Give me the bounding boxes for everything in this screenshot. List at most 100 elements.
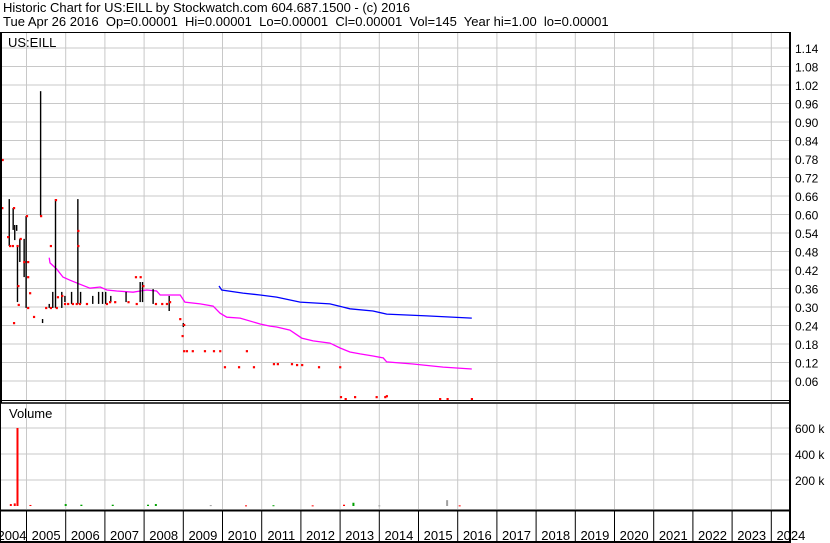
price-tick-label: 0.06 (795, 375, 819, 389)
price-tick-label: 0.72 (795, 172, 819, 186)
close-point (78, 302, 82, 306)
close-point (272, 363, 276, 366)
volume-bar (111, 504, 114, 506)
close-point (23, 260, 26, 264)
close-point (127, 301, 130, 304)
close-point (439, 398, 442, 401)
volume-bar (29, 504, 32, 506)
price-tick-label: 0.54 (795, 227, 819, 241)
close-point (17, 303, 20, 307)
close-point (135, 302, 138, 306)
volume-bar (245, 505, 248, 507)
symbol-label: US:EILL (8, 35, 56, 50)
year-tick-label: 2022 (698, 528, 727, 543)
year-tick-label: 2019 (580, 528, 609, 543)
price-tick-label: 0.36 (795, 283, 819, 297)
year-tick-label: 2016 (463, 528, 492, 543)
close-point (1, 207, 4, 210)
year-tick-label: 2021 (659, 528, 688, 543)
close-point (219, 350, 222, 353)
close-point (29, 292, 32, 295)
close-point (183, 350, 186, 353)
price-tick-label: 1.14 (795, 42, 819, 56)
price-tick-label: 0.24 (795, 320, 819, 334)
volume-bar (147, 504, 150, 506)
gridlines (0, 33, 790, 543)
close-point (185, 350, 189, 353)
price-tick-label: 1.02 (795, 79, 819, 93)
moving-averages (48, 257, 472, 370)
year-tick-label: 2004 (0, 528, 26, 543)
close-point (25, 215, 29, 218)
close-point (55, 306, 58, 310)
close-point (45, 306, 48, 310)
close-point (142, 285, 145, 288)
volume-bar (64, 504, 67, 506)
close-point (71, 302, 74, 306)
close-point (183, 323, 186, 327)
volume-bar (378, 505, 381, 507)
close-point (385, 395, 388, 398)
year-tick-label: 2006 (71, 528, 100, 543)
long-moving-average-line (218, 285, 472, 319)
close-point (290, 363, 294, 366)
close-point (344, 398, 347, 401)
close-point (27, 260, 30, 264)
close-point (179, 318, 182, 321)
chart-title: Historic Chart for US:EILL by Stockwatch… (3, 0, 411, 15)
volume-bar (9, 504, 12, 506)
close-point (114, 301, 117, 304)
close-point (77, 244, 80, 248)
close-point (470, 398, 474, 401)
volume-bar (458, 505, 461, 507)
close-point (353, 396, 357, 399)
close-point (1, 158, 4, 162)
close-point (181, 334, 184, 338)
volume-bar (352, 502, 355, 506)
close-point (77, 229, 80, 233)
close-point (212, 350, 216, 353)
volume-tick-label: 600 k (795, 422, 825, 436)
year-tick-label: 2005 (32, 528, 61, 543)
close-point (75, 302, 78, 306)
year-tick-label: 2020 (620, 528, 649, 543)
volume-bar (16, 428, 19, 506)
price-tick-label: 0.48 (795, 246, 819, 260)
close-point (161, 302, 164, 306)
close-point (203, 350, 207, 353)
price-tick-label: 0.30 (795, 301, 819, 315)
left-edge (0, 33, 2, 403)
volume-bars (9, 428, 461, 507)
volume-bar (80, 504, 83, 506)
close-point (54, 199, 58, 202)
close-point (56, 296, 60, 299)
close-point (252, 366, 256, 369)
close-point (237, 366, 241, 369)
price-tick-label: 1.08 (795, 61, 819, 75)
close-point (165, 302, 169, 306)
volume-tick-label: 200 k (795, 474, 825, 488)
short-moving-average-line (48, 257, 472, 370)
year-tick-label: 2017 (502, 528, 531, 543)
close-point (245, 350, 249, 353)
close-point (134, 276, 138, 279)
year-tick-label: 2007 (110, 528, 139, 543)
price-tick-label: 0.96 (795, 98, 819, 112)
price-tick-label: 0.90 (795, 116, 819, 130)
price-tick-label: 0.66 (795, 190, 819, 204)
volume-bar (154, 504, 157, 506)
price-tick-label: 0.78 (795, 153, 819, 167)
close-point (276, 363, 279, 366)
year-tick-label: 2013 (345, 528, 374, 543)
year-tick-label: 2024 (776, 528, 805, 543)
volume-label: Volume (9, 406, 52, 421)
close-point (108, 301, 112, 304)
axis-labels: 1.14 1.08 1.02 0.96 0.90 0.84 0.78 0.72 0.66 0.60… (0, 42, 825, 543)
close-point (191, 350, 194, 353)
close-point (19, 237, 22, 241)
close-point (16, 244, 19, 248)
close-point (17, 285, 20, 288)
close-point (223, 366, 227, 369)
close-point (67, 302, 70, 306)
